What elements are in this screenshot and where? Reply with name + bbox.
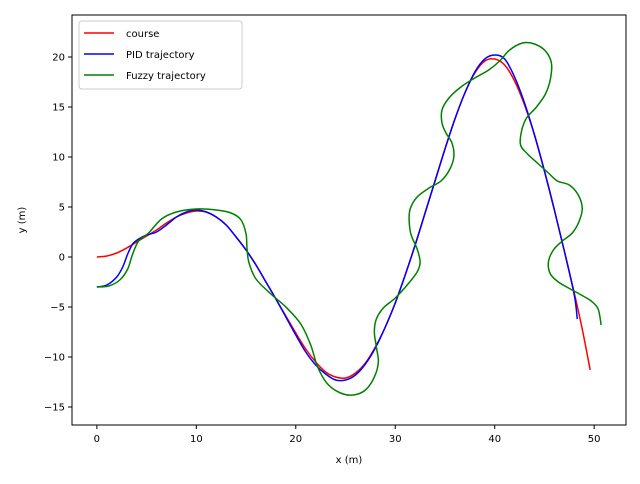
legend-label-pid-trajectory: PID trajectory [126,50,195,61]
series-line-fuzzy-trajectory [96,41,602,396]
x-tick-label: 0 [94,434,100,445]
y-tick-label: 0 [59,253,65,264]
legend-label-course: course [126,29,159,40]
y-tick-label: −5 [50,303,65,314]
y-tick-label: 15 [52,103,65,114]
y-tick-label: 5 [59,203,65,214]
y-tick-label: 20 [52,53,65,64]
x-tick-label: 40 [488,434,501,445]
y-tick-label: 10 [52,153,65,164]
series-line-pid-trajectory [96,54,579,382]
legend: course PID trajectory Fuzzy trajectory [78,20,243,90]
x-tick-label: 50 [588,434,601,445]
x-tick-label: 10 [190,434,203,445]
y-tick-label: −10 [44,353,65,364]
x-axis-ticks: 0 10 20 30 40 50 [94,425,601,445]
x-tick-label: 30 [389,434,402,445]
x-axis-label: x (m) [336,455,363,466]
y-axis-label: y (m) [17,207,28,234]
legend-box [78,20,243,90]
plot-frame [71,14,627,426]
series-layer [96,41,602,396]
y-axis-ticks: −15 −10 −5 0 5 10 15 20 [44,53,72,414]
legend-label-fuzzy-trajectory: Fuzzy trajectory [126,71,206,82]
x-tick-label: 20 [289,434,302,445]
y-tick-label: −15 [44,403,65,414]
